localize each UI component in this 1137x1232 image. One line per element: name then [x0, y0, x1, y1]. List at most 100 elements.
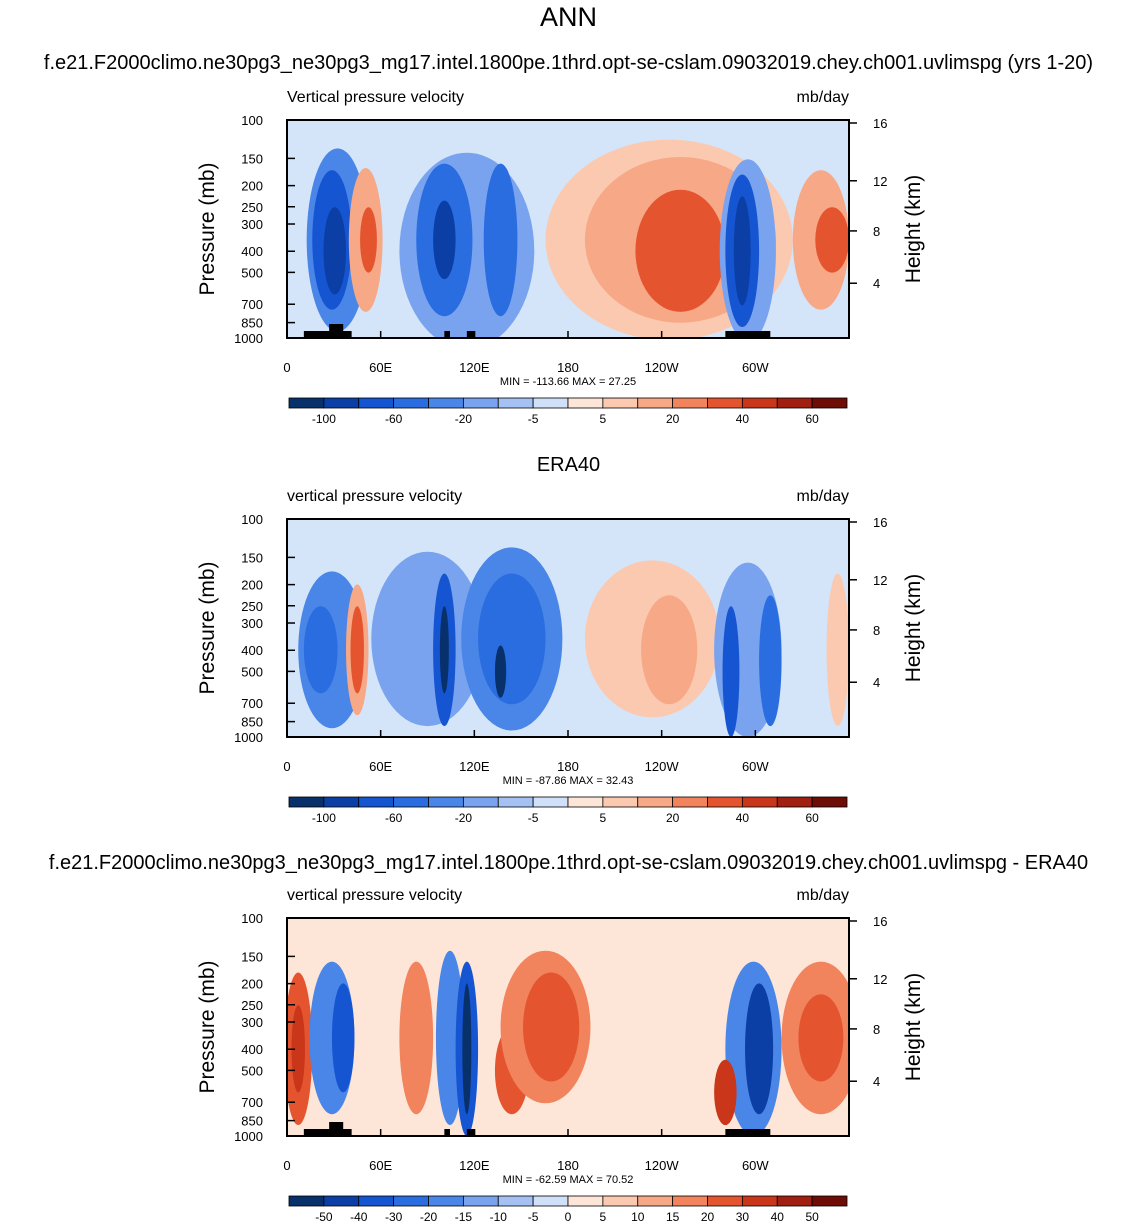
min-max-stats: MIN = -62.59 MAX = 70.52	[503, 1174, 634, 1186]
x-tick-label: 0	[283, 759, 290, 774]
colorbar-swatch	[393, 1195, 429, 1207]
y-tick-label: 200	[241, 977, 263, 992]
height-tick-label: 12	[873, 972, 887, 987]
right-label: mb/day	[797, 488, 849, 505]
panel-3-title: f.e21.F2000climo.ne30pg3_ne30pg3_mg17.in…	[48, 852, 1089, 874]
colorbar-label: -20	[420, 1210, 438, 1224]
x-tick-label: 180	[557, 360, 579, 375]
x-tick-label: 60W	[742, 759, 769, 774]
colorbar-swatch	[602, 796, 639, 808]
contour-region	[635, 189, 726, 312]
topography-mask	[466, 1129, 476, 1136]
colorbar-swatch	[637, 796, 674, 808]
y-tick-label: 500	[241, 1063, 263, 1078]
colorbar-swatch	[637, 397, 674, 409]
x-tick-label: 0	[283, 360, 290, 375]
y-tick-label: 100	[241, 911, 263, 926]
colorbar-label: 15	[666, 1210, 680, 1224]
colorbar-swatch	[776, 1195, 813, 1207]
colorbar-label: -15	[455, 1210, 473, 1224]
colorbar-swatch	[672, 397, 708, 409]
colorbar-label: 50	[805, 1210, 819, 1224]
height-tick-label: 4	[873, 276, 880, 291]
colorbar-label: -5	[528, 1210, 539, 1224]
y-tick-label: 400	[241, 244, 263, 259]
y-axis-label: Pressure (mb)	[196, 960, 219, 1093]
contour-region	[303, 606, 338, 694]
colorbar-swatch	[776, 397, 813, 409]
y-tick-label: 150	[241, 949, 263, 964]
colorbar-label: -60	[385, 412, 403, 426]
x-tick-label: 60W	[742, 1158, 769, 1173]
colorbar-swatch	[672, 1195, 708, 1207]
contour-region	[815, 207, 849, 273]
y-tick-label: 850	[241, 1114, 263, 1129]
colorbar-swatch	[428, 796, 464, 808]
y-tick-label: 1000	[234, 730, 263, 745]
x-tick-label: 120E	[459, 759, 490, 774]
y-tick-label: 850	[241, 316, 263, 331]
colorbar-swatch	[358, 796, 395, 808]
y-axis-label: Pressure (mb)	[196, 162, 219, 295]
colorbar-label: 20	[701, 1210, 715, 1224]
colorbar-swatch	[707, 397, 743, 409]
colorbar-swatch	[637, 1195, 674, 1207]
height-tick-label: 12	[873, 573, 887, 588]
colorbar-swatch	[707, 796, 743, 808]
colorbar-label: -20	[455, 811, 473, 825]
contour-region	[641, 595, 698, 705]
contour-region	[798, 994, 844, 1082]
y-tick-label: 300	[241, 217, 263, 232]
contour-region	[331, 983, 355, 1093]
y-tick-label: 150	[241, 550, 263, 565]
colorbar-swatch	[462, 397, 499, 409]
colorbar-swatch	[811, 397, 848, 409]
colorbar-label: 40	[736, 412, 750, 426]
colorbar-swatch	[358, 1195, 395, 1207]
contour-region	[439, 606, 449, 694]
contour-region	[360, 207, 377, 273]
left-label: Vertical pressure velocity	[287, 89, 464, 106]
x-tick-label: 60W	[742, 360, 769, 375]
contour-region	[745, 983, 774, 1115]
colorbar-swatch	[462, 1195, 499, 1207]
min-max-stats: MIN = -87.86 MAX = 32.43	[503, 775, 634, 787]
height-axis-label: Height (km)	[902, 973, 925, 1082]
colorbar-label: -30	[385, 1210, 403, 1224]
colorbar-swatch	[428, 1195, 464, 1207]
height-tick-label: 8	[873, 1022, 880, 1037]
contour-region	[494, 645, 507, 698]
y-tick-label: 500	[241, 265, 263, 280]
y-tick-label: 200	[241, 578, 263, 593]
x-tick-label: 0	[283, 1158, 290, 1173]
colorbar-swatch	[776, 796, 813, 808]
colorbar-label: -10	[490, 1210, 508, 1224]
colorbar-label: 40	[736, 811, 750, 825]
contour-region	[433, 200, 456, 280]
topography-mask	[329, 324, 344, 332]
x-tick-label: 180	[557, 1158, 579, 1173]
contour-region	[483, 163, 518, 317]
height-tick-label: 8	[873, 623, 880, 638]
x-tick-label: 60E	[369, 1158, 392, 1173]
y-tick-label: 850	[241, 715, 263, 730]
colorbar-swatch	[741, 796, 778, 808]
x-tick-label: 120E	[459, 1158, 490, 1173]
height-tick-label: 16	[873, 515, 887, 530]
topography-mask	[725, 1129, 771, 1136]
colorbar-label: 10	[631, 1210, 645, 1224]
colorbar-label: 20	[666, 412, 680, 426]
y-tick-label: 100	[241, 113, 263, 128]
colorbar: -100 -60 -20 -5 5 20 40 60	[288, 796, 848, 825]
colorbar-label: 20	[666, 811, 680, 825]
panel-1: Vertical pressure velocity mb/day 100 150 20…	[196, 89, 925, 426]
min-max-stats: MIN = -113.66 MAX = 27.25	[500, 376, 636, 388]
colorbar-swatch	[707, 1195, 743, 1207]
colorbar-swatch	[567, 1195, 604, 1207]
topography-mask	[303, 331, 352, 338]
y-tick-label: 100	[241, 512, 263, 527]
topography-mask	[329, 1122, 344, 1130]
panel-1-title: f.e21.F2000climo.ne30pg3_ne30pg3_mg17.in…	[43, 52, 1094, 74]
topography-mask	[444, 1129, 450, 1136]
colorbar-swatch	[462, 796, 499, 808]
